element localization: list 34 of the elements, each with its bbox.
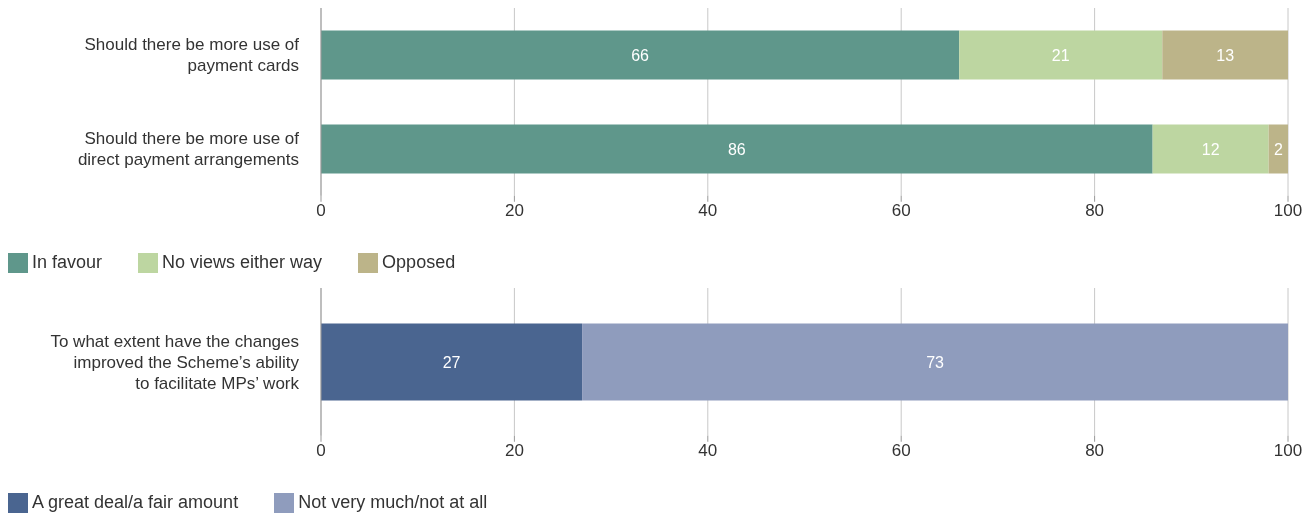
x-tick-label: 100 xyxy=(1273,440,1303,460)
y-tick-label: To what extent have the changes improved the Scheme’s ability to facilitate MPs’ work xyxy=(50,331,300,393)
x-tick-label: 40 xyxy=(698,440,718,460)
bar xyxy=(1162,30,1288,80)
bar xyxy=(1268,124,1288,174)
x-tick-label: 20 xyxy=(504,440,524,460)
bar xyxy=(959,30,1163,80)
data-label: 13 xyxy=(1216,46,1235,64)
data-label: 21 xyxy=(1051,46,1070,64)
x-tick-label: 0 xyxy=(316,200,326,220)
x-tick-label: 0 xyxy=(316,440,326,460)
data-label: 2 xyxy=(1273,140,1283,158)
data-label: 86 xyxy=(727,140,746,158)
x-tick-label: 60 xyxy=(891,200,911,220)
y-tick-label: Should there be more use of payment cards xyxy=(84,34,300,75)
data-label: 12 xyxy=(1201,140,1220,158)
bar xyxy=(321,30,960,80)
x-tick-label: 80 xyxy=(1085,200,1105,220)
data-label: 73 xyxy=(926,353,945,371)
legend-label: A great deal/a fair amount xyxy=(32,491,239,512)
x-tick-label: 60 xyxy=(891,440,911,460)
bar xyxy=(1152,124,1269,174)
x-tick-label: 40 xyxy=(698,200,718,220)
bar xyxy=(321,124,1153,174)
legend-label: No views either way xyxy=(162,251,323,272)
data-label: 66 xyxy=(631,46,650,64)
legend-label: Opposed xyxy=(382,251,456,272)
legend-label: In favour xyxy=(32,251,103,272)
data-label: 27 xyxy=(442,353,461,371)
x-tick-label: 100 xyxy=(1273,200,1303,220)
x-tick-label: 20 xyxy=(504,200,524,220)
legend-label: Not very much/not at all xyxy=(298,491,488,512)
x-tick-label: 80 xyxy=(1085,440,1105,460)
y-tick-label: Should there be more use of direct payment arrangements xyxy=(77,128,300,169)
